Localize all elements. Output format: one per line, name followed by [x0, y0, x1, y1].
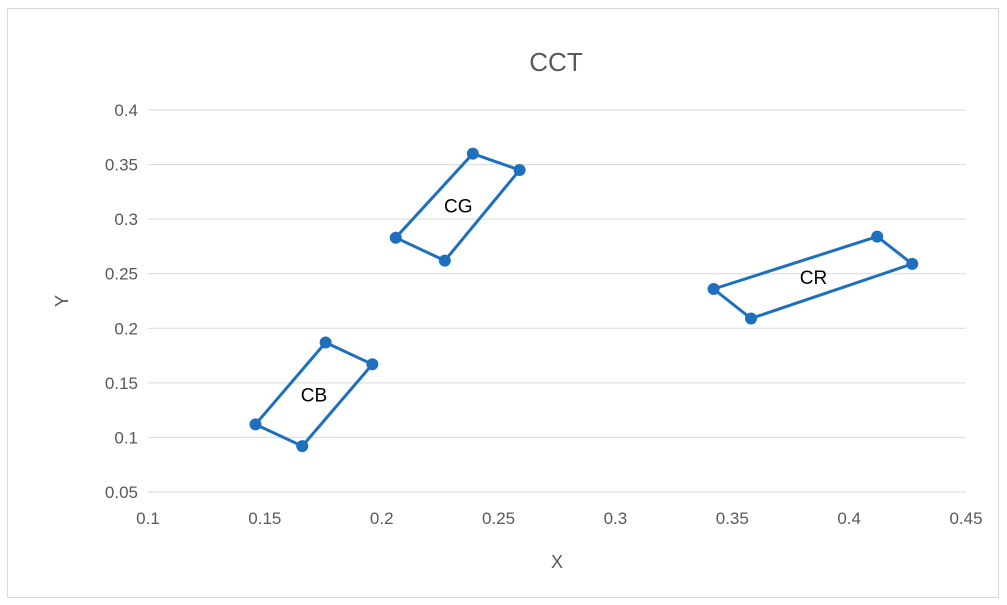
chart-area: CCT 0.05 0.1 0.15 0.2 0.25 0.3 0.35 0.4 0.1 0.15 0… [7, 8, 999, 598]
x-tick-label: 0.25 [482, 509, 515, 528]
y-tick-label: 0.15 [105, 374, 138, 393]
data-point [707, 282, 720, 295]
chart-title: CCT [529, 47, 583, 77]
y-tick-label: 0.35 [105, 156, 138, 175]
series-label: CB [301, 385, 327, 406]
data-point [513, 164, 526, 177]
data-point [389, 231, 402, 244]
y-tick-label: 0.3 [114, 210, 138, 229]
x-tick-label: 0.45 [949, 509, 982, 528]
data-point [466, 147, 479, 160]
series-cg: CG [389, 147, 526, 267]
data-point [296, 440, 309, 453]
gridlines [148, 109, 966, 493]
data-point [744, 312, 757, 325]
y-tick-label: 0.25 [105, 265, 138, 284]
series-cr: CR [707, 230, 919, 325]
series-layer: CB CG CR [249, 147, 919, 453]
x-tick-label: 0.1 [136, 509, 160, 528]
x-axis-title: X [551, 552, 563, 572]
y-tick-label: 0.4 [114, 101, 138, 120]
tick-labels: 0.05 0.1 0.15 0.2 0.25 0.3 0.35 0.4 0.1 0.15 0.2 0.… [105, 101, 983, 528]
x-tick-label: 0.15 [248, 509, 281, 528]
data-point [319, 336, 332, 349]
y-tick-label: 0.2 [114, 319, 138, 338]
series-cb: CB [249, 336, 379, 453]
data-point [906, 257, 919, 270]
series-label: CG [444, 197, 473, 218]
data-point [366, 358, 379, 371]
data-point [438, 254, 451, 267]
series-label: CR [800, 268, 827, 289]
data-point [871, 230, 884, 243]
y-tick-label: 0.05 [105, 483, 138, 502]
x-tick-label: 0.2 [370, 509, 394, 528]
y-tick-label: 0.1 [114, 428, 138, 447]
cct-chart: CCT 0.050.10.150.20.250.30.350.40.1 0.15 0… [52, 47, 983, 572]
data-point [249, 418, 262, 431]
x-tick-label: 0.3 [604, 509, 628, 528]
x-tick-label: 0.4 [837, 509, 861, 528]
x-tick-label: 0.35 [716, 509, 749, 528]
y-axis-title: Y [52, 295, 72, 307]
